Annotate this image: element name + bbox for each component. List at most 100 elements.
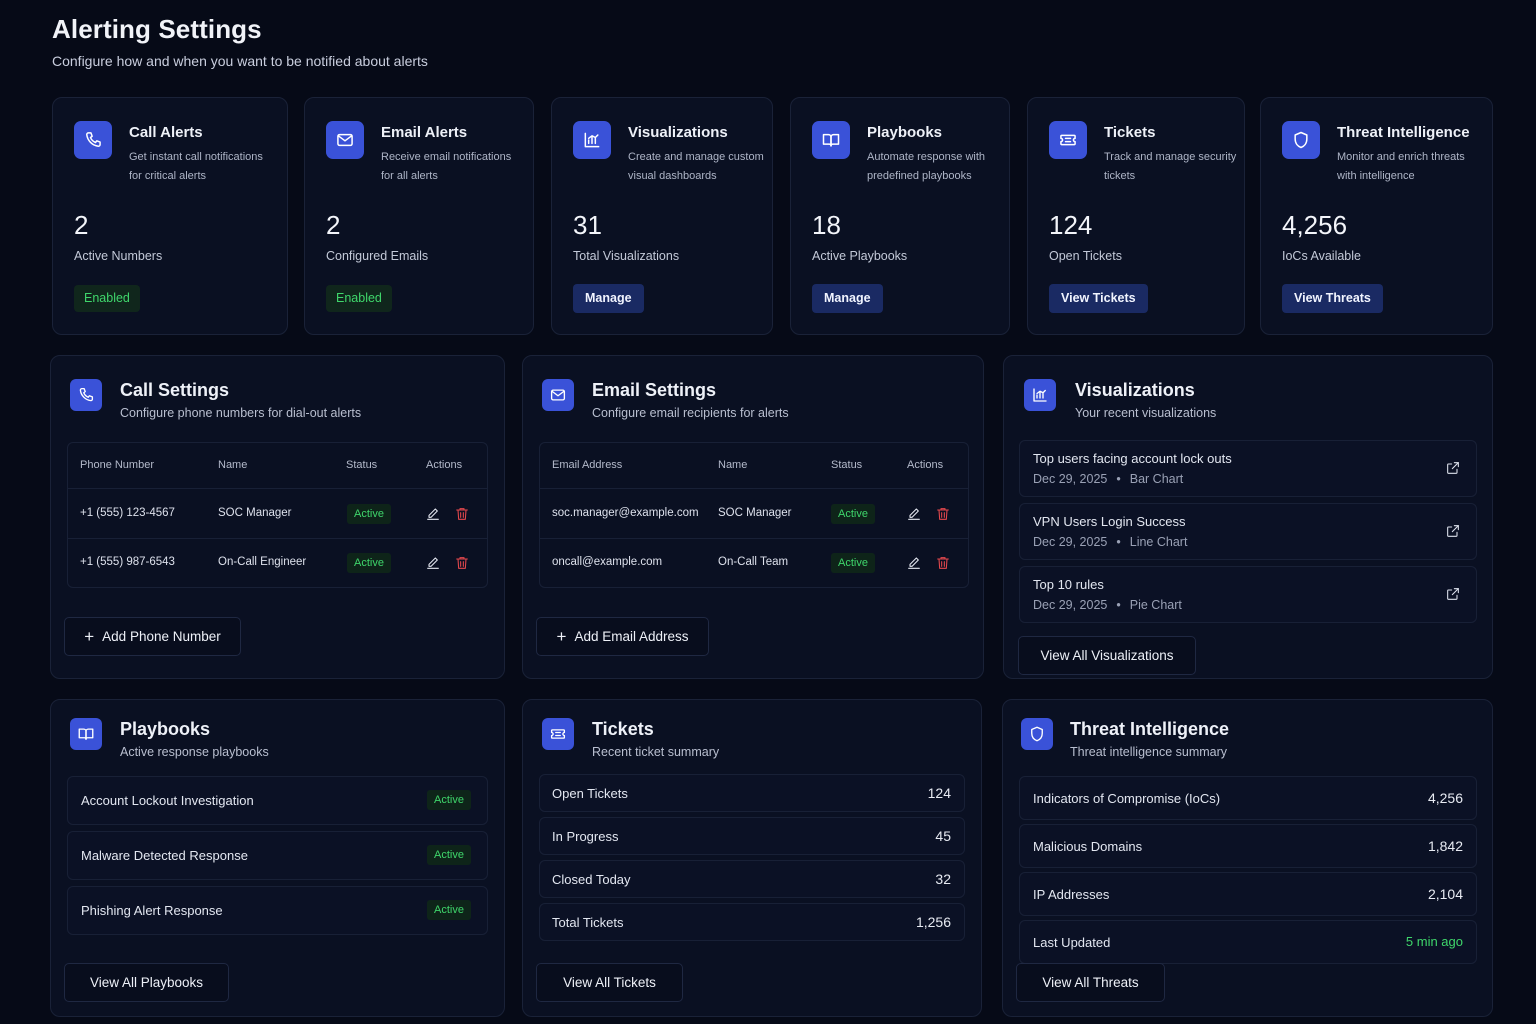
phone-table: Phone Number Name Status Actions +1 (555… <box>67 442 488 588</box>
card-label: Active Numbers <box>74 249 163 263</box>
edit-icon[interactable] <box>425 555 441 571</box>
section-subtitle: Active response playbooks <box>120 745 269 759</box>
card-value: 18 <box>812 210 841 240</box>
visualization-item[interactable]: Top 10 rules Dec 29, 2025 • Pie Chart <box>1019 566 1477 623</box>
contact-name: On-Call Engineer <box>218 556 307 568</box>
button-label: Add Phone Number <box>102 629 221 644</box>
column-header: Actions <box>907 459 944 471</box>
stat-value: 4,256 <box>1427 790 1463 806</box>
section-title: Email Settings <box>592 380 717 400</box>
threat-stat-row: Malicious Domains 1,842 <box>1019 824 1477 868</box>
card-title: Playbooks <box>867 124 943 141</box>
stat-label: Malicious Domains <box>1033 839 1143 854</box>
card-title: Tickets <box>1104 124 1156 141</box>
visualization-item[interactable]: Top users facing account lock outs Dec 29… <box>1019 440 1477 497</box>
card-description-line: Track and manage security <box>1104 151 1237 163</box>
stat-label: Total Tickets <box>552 915 624 930</box>
call-settings-panel: Call Settings Configure phone numbers fo… <box>50 355 505 679</box>
visualization-date: Dec 29, 2025 <box>1033 472 1108 486</box>
stat-value: 124 <box>927 785 951 801</box>
ticket-stat-row: In Progress 45 <box>539 817 965 855</box>
playbook-item[interactable]: Phishing Alert Response Active <box>67 886 488 935</box>
status-badge: Active <box>831 553 875 573</box>
delete-icon[interactable] <box>454 555 470 571</box>
stat-label: Last Updated <box>1033 935 1111 950</box>
visualization-date: Dec 29, 2025 <box>1033 535 1108 549</box>
stat-label: Closed Today <box>552 872 631 887</box>
visualization-type: Bar Chart <box>1129 472 1184 486</box>
ticket-stat-row: Closed Today 32 <box>539 860 965 898</box>
edit-icon[interactable] <box>425 506 441 522</box>
playbook-item[interactable]: Account Lockout Investigation Active <box>67 776 488 825</box>
meta-separator: • <box>1116 598 1121 612</box>
column-header: Status <box>831 459 863 471</box>
card-description: Monitor and enrich threats with intellige… <box>1337 148 1465 186</box>
external-link-icon[interactable] <box>1445 586 1461 602</box>
add-phone-number-button[interactable]: + Add Phone Number <box>64 617 241 656</box>
delete-icon[interactable] <box>935 555 951 571</box>
edit-icon[interactable] <box>906 555 922 571</box>
card-title: Threat Intelligence <box>1337 124 1470 141</box>
add-email-address-button[interactable]: + Add Email Address <box>536 617 709 656</box>
external-link-icon[interactable] <box>1445 460 1461 476</box>
card-description: Automate response with predefined playboo… <box>867 148 985 186</box>
status-badge: Active <box>427 790 471 810</box>
delete-icon[interactable] <box>454 506 470 522</box>
delete-icon[interactable] <box>935 506 951 522</box>
ticket-icon <box>542 718 574 750</box>
visualization-meta: Dec 29, 2025 • Bar Chart <box>1033 472 1183 486</box>
view-threats-button[interactable]: View Threats <box>1282 284 1383 313</box>
view-all-visualizations-button[interactable]: View All Visualizations <box>1018 636 1196 675</box>
manage-button[interactable]: Manage <box>573 284 644 313</box>
card-description: Track and manage security tickets <box>1104 148 1236 186</box>
view-all-tickets-button[interactable]: View All Tickets <box>536 963 683 1002</box>
section-title: Playbooks <box>120 719 211 739</box>
card-description-line: predefined playbooks <box>867 170 972 182</box>
phone-number: +1 (555) 987-6543 <box>80 556 175 568</box>
page-subtitle: Configure how and when you want to be no… <box>52 53 428 69</box>
edit-icon[interactable] <box>906 506 922 522</box>
meta-separator: • <box>1116 535 1121 549</box>
visualization-type: Pie Chart <box>1129 598 1182 612</box>
column-header: Phone Number <box>80 459 154 471</box>
status-badge: Active <box>427 845 471 865</box>
visualization-date: Dec 29, 2025 <box>1033 598 1108 612</box>
summary-card: Call Alerts Get instant call notification… <box>52 97 288 335</box>
column-header: Status <box>346 459 378 471</box>
contact-name: SOC Manager <box>218 507 292 519</box>
card-description: Create and manage custom visual dashboard… <box>628 148 764 186</box>
shield-icon <box>1021 718 1053 750</box>
visualization-item[interactable]: VPN Users Login Success Dec 29, 2025 • Line… <box>1019 503 1477 560</box>
threat-stat-row: Indicators of Compromise (IoCs) 4,256 <box>1019 776 1477 820</box>
summary-card: Threat Intelligence Monitor and enrich th… <box>1260 97 1493 335</box>
visualization-meta: Dec 29, 2025 • Line Chart <box>1033 535 1187 549</box>
status-badge: Active <box>427 900 471 920</box>
mail-icon <box>326 121 364 159</box>
card-label: IoCs Available <box>1282 249 1361 263</box>
column-header: Name <box>718 459 748 471</box>
card-label: Active Playbooks <box>812 249 908 263</box>
tickets-panel: Tickets Recent ticket summary Open Ticke… <box>522 699 982 1017</box>
card-description: Get instant call notifications for critic… <box>129 148 263 186</box>
view-all-playbooks-button[interactable]: View All Playbooks <box>64 963 229 1002</box>
playbook-name: Phishing Alert Response <box>81 903 223 918</box>
contact-name: On-Call Team <box>718 556 789 568</box>
plus-icon: + <box>556 627 567 646</box>
playbook-item[interactable]: Malware Detected Response Active <box>67 831 488 880</box>
manage-button[interactable]: Manage <box>812 284 883 313</box>
playbooks-panel: Playbooks Active response playbooks Acco… <box>50 699 505 1017</box>
stat-label: Indicators of Compromise (IoCs) <box>1033 791 1221 806</box>
status-badge: Active <box>347 553 391 573</box>
section-subtitle: Threat intelligence summary <box>1070 745 1228 759</box>
section-title: Call Settings <box>120 380 230 400</box>
view-tickets-button[interactable]: View Tickets <box>1049 284 1148 313</box>
card-value: 2 <box>74 210 89 240</box>
view-all-threats-button[interactable]: View All Threats <box>1016 963 1165 1002</box>
column-header: Email Address <box>552 459 623 471</box>
mail-icon <box>542 379 574 411</box>
enabled-badge: Enabled <box>74 285 140 312</box>
external-link-icon[interactable] <box>1445 523 1461 539</box>
stat-value: 2,104 <box>1427 886 1463 902</box>
threat-stat-row: IP Addresses 2,104 <box>1019 872 1477 916</box>
chart-icon <box>573 121 611 159</box>
